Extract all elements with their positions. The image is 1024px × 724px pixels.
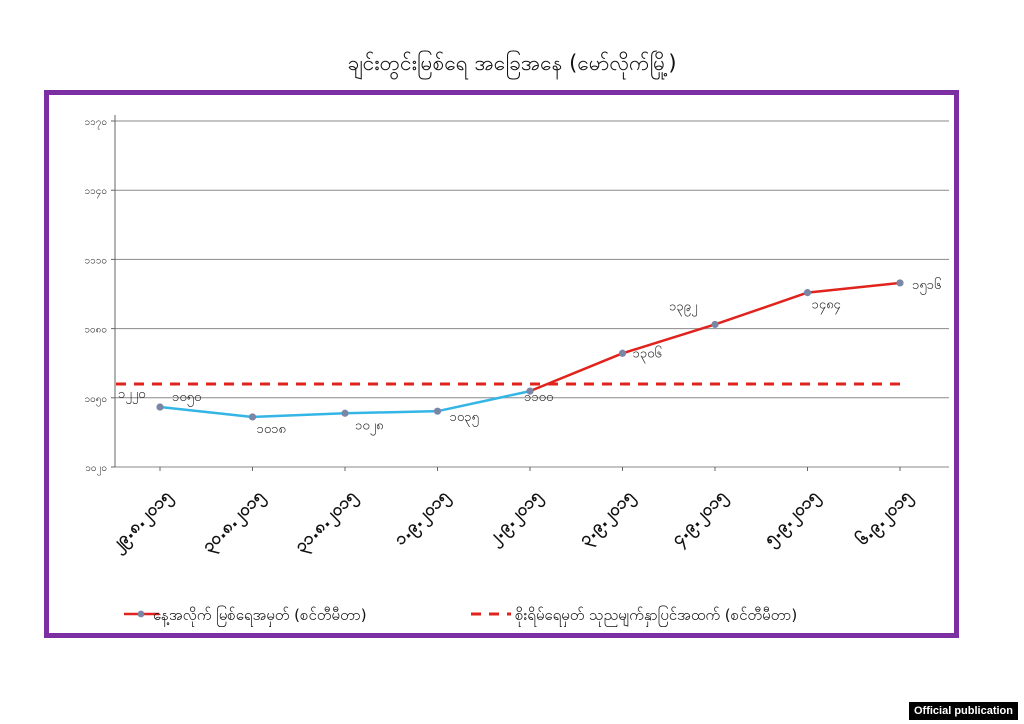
data-label: ၁၄၈၄ (812, 298, 842, 315)
y-tick-label: ၁၀၂၀ (85, 463, 107, 476)
series-segment (713, 291, 809, 326)
y-tick-label: ၁၁၁၀ (85, 255, 108, 266)
data-label: ၁၃၉၂ (669, 299, 697, 316)
y-tick-label: ၁၁၇၀ (85, 117, 108, 130)
data-point (526, 387, 534, 395)
series-segment (528, 352, 624, 393)
warning-level-label: ၁၂၂၀ (118, 387, 145, 404)
x-tick-label: ၆.၉.၂၀၁၅ (851, 485, 919, 553)
data-point (433, 407, 442, 415)
data-label: ၁၅၁၆ (912, 277, 941, 295)
x-tick-label: ၃၀.၈.၂၀၁၅ (198, 486, 271, 559)
x-tick-label: ၃.၉.၂၀၁၅ (575, 486, 641, 552)
data-point (341, 409, 349, 417)
y-tick-label: ၁၁၄၀ (85, 186, 108, 199)
x-tick-label: ၂.၉.၂၀၁၅ (483, 486, 548, 551)
data-point (803, 289, 812, 297)
y-tick-label: ၁၀၅၀ (85, 394, 108, 407)
official-publication-badge: Official publication (908, 702, 1018, 720)
data-label: ၁၃၀၆ (633, 345, 662, 363)
data-label: ၁၀၅၀ (172, 390, 201, 407)
series-segment (343, 409, 439, 415)
data-label: ၁၀၂၈ (355, 418, 383, 435)
series-segment (621, 323, 717, 355)
data-point (248, 413, 257, 421)
legend-marker-daily-level (137, 610, 145, 618)
x-tick-label: ၄.၉.၂၀၁၅ (668, 486, 734, 552)
x-tick-label: ၂၉.၈.၂၀၁၅ (107, 486, 179, 558)
y-tick-label: ၁၀၈၀ (84, 325, 107, 336)
chart-frame: ၁၀၂၀ ၁၀၅၀ ၁၀၈၀ ၁၁၁၀ ၁၁၄၀ ၁၁၇၀၂၉.၈.၂၀၁၅ ၃၀.၈.၂၀… (44, 90, 959, 638)
data-label: ၁၁၀၀ (524, 390, 553, 405)
data-point (896, 279, 904, 287)
x-tick-label: ၁.၉.၂၀၁၅ (390, 486, 456, 552)
data-label: ၁၀၃၅ (450, 410, 479, 427)
data-label: ၁၀၁၈ (257, 422, 286, 437)
series-segment (158, 405, 254, 419)
data-point (618, 349, 627, 357)
legend-label-warning-level: စိုးရိမ်ရေမှတ် သုညမျက်နှာပြင်အထက် (စင်တီ… (515, 605, 797, 627)
x-tick-label: ၃၁.၈.၂၀၁၅ (291, 486, 364, 559)
legend-label-daily-level: နေ့အလိုက် မြစ်ရေအမှတ် (စင်တီမီတာ) (153, 605, 367, 627)
x-tick-label: ၅.၉.၂၀၁၅ (760, 486, 826, 552)
series-segment (251, 412, 347, 419)
data-point (711, 320, 719, 329)
chart-title: ချင်းတွင်းမြစ်ရေ အခြေအနေ (မော်လိုက်မြို့… (347, 51, 677, 75)
series-segment (806, 281, 902, 294)
series-segment (436, 389, 532, 413)
data-point (156, 403, 164, 411)
